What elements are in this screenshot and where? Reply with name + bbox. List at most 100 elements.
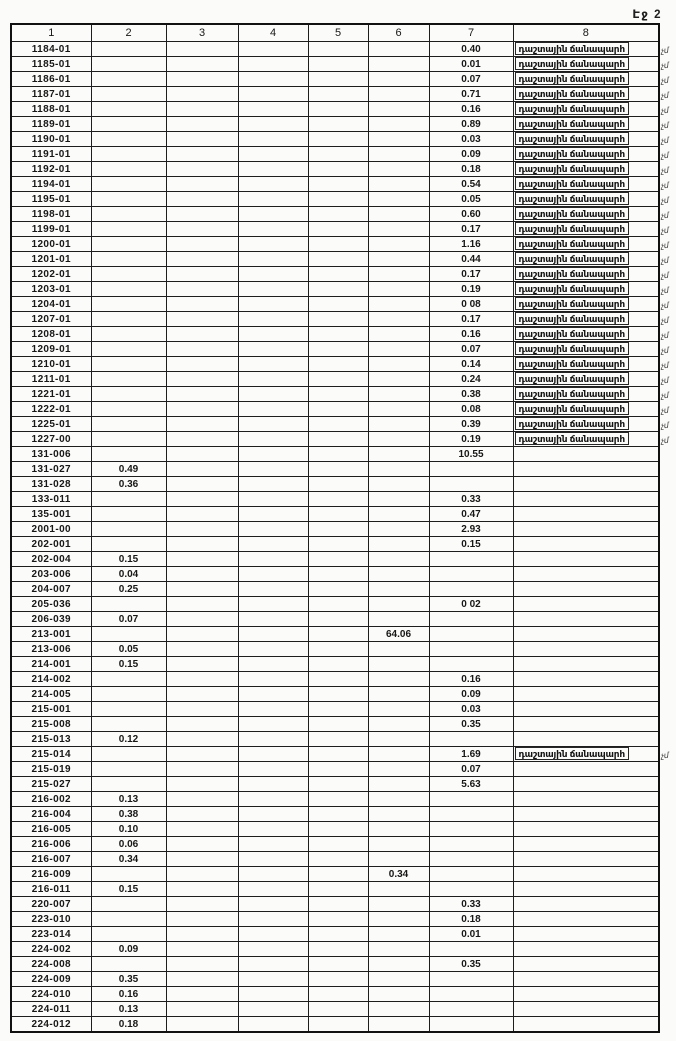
value-cell-col4 bbox=[237, 41, 309, 57]
value-cell-col7: 0.07 bbox=[428, 761, 514, 777]
land-type-cell: դաշտային ճանապարհ bbox=[512, 56, 660, 72]
value-cell-col6 bbox=[367, 746, 430, 762]
value-cell-col7: 0.01 bbox=[428, 56, 514, 72]
margin-note: չմ bbox=[660, 195, 669, 205]
land-type-cell: դաշտային ճանապարհ bbox=[512, 86, 660, 102]
value-cell-col6 bbox=[367, 416, 430, 432]
value-cell-col5 bbox=[307, 836, 369, 852]
value-cell-col6 bbox=[367, 971, 430, 987]
value-cell-col3 bbox=[165, 401, 239, 417]
value-cell-col5 bbox=[307, 101, 369, 117]
value-cell-col4 bbox=[237, 476, 309, 492]
value-cell-col4 bbox=[237, 941, 309, 957]
land-type-cell bbox=[512, 476, 660, 492]
parcel-code-cell: 1225-01 bbox=[10, 416, 92, 432]
table-row: 213-001 64.06 bbox=[10, 626, 660, 642]
value-cell-col7 bbox=[428, 656, 514, 672]
parcel-code-cell: 1192-01 bbox=[10, 161, 92, 177]
column-header-5: 5 bbox=[307, 23, 369, 42]
value-cell-col7 bbox=[428, 566, 514, 582]
value-cell-col2 bbox=[90, 266, 167, 282]
value-cell-col6 bbox=[367, 161, 430, 177]
land-type-cell bbox=[512, 491, 660, 507]
land-type-cell: դաշտային ճանապարհ bbox=[512, 236, 660, 252]
road-type-label: դաշտային ճանապարհ bbox=[514, 372, 629, 386]
value-cell-col7 bbox=[428, 641, 514, 657]
table-row: 1203-01 0.19 դաշտային ճանապարհ bbox=[10, 281, 660, 297]
value-cell-col4 bbox=[237, 656, 309, 672]
value-cell-col6 bbox=[367, 56, 430, 72]
value-cell-col7 bbox=[428, 941, 514, 957]
value-cell-col5 bbox=[307, 356, 369, 372]
value-cell-col6 bbox=[367, 986, 430, 1002]
margin-note: չմ bbox=[660, 330, 669, 340]
land-type-cell: դաշտային ճանապարհ bbox=[512, 161, 660, 177]
value-cell-col2 bbox=[90, 776, 167, 792]
value-cell-col4 bbox=[237, 641, 309, 657]
value-cell-col7: 2.93 bbox=[428, 521, 514, 537]
margin-note: չմ bbox=[660, 255, 669, 265]
land-type-cell: դաշտային ճանապարհ bbox=[512, 251, 660, 267]
value-cell-col2: 0.18 bbox=[90, 1016, 167, 1033]
table-row: 214-001 0.15 bbox=[10, 656, 660, 672]
value-cell-col7 bbox=[428, 731, 514, 747]
value-cell-col4 bbox=[237, 356, 309, 372]
parcel-code-cell: 1191-01 bbox=[10, 146, 92, 162]
table-row: 1204-01 0 08 դաշտային ճանապարհ bbox=[10, 296, 660, 312]
value-cell-col6 bbox=[367, 536, 430, 552]
value-cell-col2 bbox=[90, 746, 167, 762]
margin-note: չմ bbox=[660, 405, 669, 415]
road-type-label: դաշտային ճանապարհ bbox=[514, 147, 629, 161]
table-row: 2001-00 2.93 bbox=[10, 521, 660, 537]
parcel-code-cell: 224-011 bbox=[10, 1001, 92, 1017]
land-type-cell: դաշտային ճանապարհ bbox=[512, 296, 660, 312]
value-cell-col2 bbox=[90, 701, 167, 717]
table-row: 1184-01 0.40 դաշտային ճանապարհ bbox=[10, 41, 660, 57]
value-cell-col3 bbox=[165, 236, 239, 252]
table-row: 1201-01 0.44 դաշտային ճանապարհ bbox=[10, 251, 660, 267]
table-row: 215-001 0.03 bbox=[10, 701, 660, 717]
parcel-code-cell: 213-006 bbox=[10, 641, 92, 657]
value-cell-col2 bbox=[90, 401, 167, 417]
value-cell-col7: 0.54 bbox=[428, 176, 514, 192]
value-cell-col3 bbox=[165, 671, 239, 687]
value-cell-col5 bbox=[307, 821, 369, 837]
value-cell-col4 bbox=[237, 326, 309, 342]
value-cell-col5 bbox=[307, 221, 369, 237]
value-cell-col6 bbox=[367, 461, 430, 477]
table-row: 215-008 0.35 bbox=[10, 716, 660, 732]
value-cell-col5 bbox=[307, 431, 369, 447]
value-cell-col5 bbox=[307, 566, 369, 582]
value-cell-col2 bbox=[90, 71, 167, 87]
land-type-cell bbox=[512, 836, 660, 852]
value-cell-col6 bbox=[367, 131, 430, 147]
value-cell-col5 bbox=[307, 986, 369, 1002]
column-header-3: 3 bbox=[165, 23, 239, 42]
value-cell-col2 bbox=[90, 56, 167, 72]
value-cell-col4 bbox=[237, 491, 309, 507]
column-header-2: 2 bbox=[90, 23, 167, 42]
value-cell-col4 bbox=[237, 101, 309, 117]
value-cell-col6 bbox=[367, 656, 430, 672]
value-cell-col2 bbox=[90, 176, 167, 192]
value-cell-col4 bbox=[237, 521, 309, 537]
value-cell-col7: 0.16 bbox=[428, 671, 514, 687]
value-cell-col4 bbox=[237, 386, 309, 402]
value-cell-col7 bbox=[428, 866, 514, 882]
value-cell-col2 bbox=[90, 206, 167, 222]
parcel-code-cell: 216-005 bbox=[10, 821, 92, 837]
value-cell-col2 bbox=[90, 956, 167, 972]
table-row: 216-004 0.38 bbox=[10, 806, 660, 822]
value-cell-col7: 0.47 bbox=[428, 506, 514, 522]
table-row: 1210-01 0.14 դաշտային ճանապարհ bbox=[10, 356, 660, 372]
table-row: 1187-01 0.71 դաշտային ճանապարհ bbox=[10, 86, 660, 102]
table-row: 1222-01 0.08 դաշտային ճանապարհ bbox=[10, 401, 660, 417]
value-cell-col3 bbox=[165, 551, 239, 567]
road-type-label: դաշտային ճանապարհ bbox=[514, 87, 629, 101]
parcel-code-cell: 133-011 bbox=[10, 491, 92, 507]
road-type-label: դաշտային ճանապարհ bbox=[514, 222, 629, 236]
value-cell-col6 bbox=[367, 881, 430, 897]
table-row: 216-002 0.13 bbox=[10, 791, 660, 807]
value-cell-col4 bbox=[237, 236, 309, 252]
land-type-cell bbox=[512, 461, 660, 477]
